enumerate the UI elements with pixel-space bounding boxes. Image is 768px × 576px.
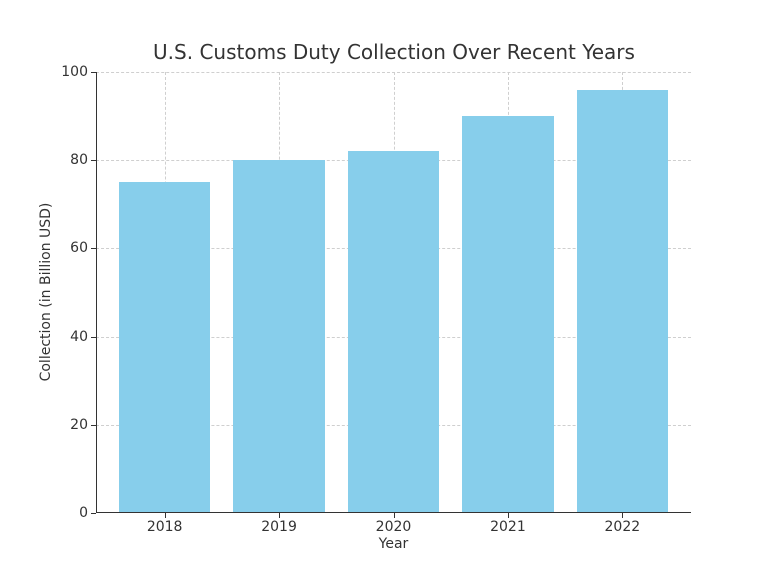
y-tick-mark [91,336,96,338]
y-tick-label: 60 [70,240,88,257]
x-tick-mark [164,513,166,518]
y-tick-label: 80 [70,152,88,169]
x-tick-label: 2018 [146,519,183,535]
y-tick-label: 20 [70,416,88,433]
y-tick-mark [91,424,96,426]
y-tick-mark [91,72,96,73]
y-tick-mark [91,513,96,514]
y-tick-label: 100 [61,64,88,80]
chart-title: U.S. Customs Duty Collection Over Recent… [153,40,635,64]
x-tick-mark [622,513,624,518]
y-tick-mark [91,248,96,250]
bar-2021 [462,116,554,513]
x-tick-label: 2020 [375,519,412,535]
x-tick-label: 2022 [604,519,641,535]
x-tick-label: 2021 [490,519,526,535]
plot-area: 0 20 40 60 80 100 2018 2019 2020 2021 2022 [61,64,691,535]
x-tick-label: 2019 [261,519,297,535]
x-axis-label: Year [378,536,409,552]
x-tick-mark [279,513,281,518]
x-tick-mark [507,513,509,518]
x-tick-mark [393,513,395,518]
y-tick-label: 0 [79,505,88,521]
x-axis-line [96,512,691,513]
bar-2018 [118,182,211,513]
y-axis-label: Collection (in Billion USD) [38,202,54,382]
y-tick-mark [91,160,96,162]
bar-2019 [233,160,325,513]
y-axis-line [96,72,97,513]
bar-2022 [576,89,669,513]
y-tick-label: 40 [70,328,88,345]
bar-2020 [347,151,440,513]
